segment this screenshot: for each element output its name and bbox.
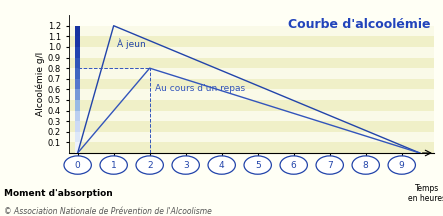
Bar — [75, 89, 80, 100]
Text: Courbe d'alcoolémie: Courbe d'alcoolémie — [288, 18, 431, 31]
Circle shape — [172, 156, 199, 174]
Bar — [75, 36, 80, 47]
Bar — [75, 142, 80, 153]
Bar — [69, 142, 434, 153]
Circle shape — [100, 156, 127, 174]
Text: 8: 8 — [363, 160, 369, 170]
Text: 7: 7 — [327, 160, 333, 170]
Text: 4: 4 — [219, 160, 225, 170]
Text: 3: 3 — [183, 160, 189, 170]
Text: 6: 6 — [291, 160, 296, 170]
Text: 0: 0 — [75, 160, 81, 170]
Text: 5: 5 — [255, 160, 260, 170]
Bar — [69, 68, 434, 79]
Circle shape — [352, 156, 379, 174]
Text: Moment d'absorption: Moment d'absorption — [4, 189, 113, 198]
Bar — [69, 111, 434, 121]
Bar — [69, 79, 434, 89]
Text: Au cours d’un repas: Au cours d’un repas — [155, 84, 245, 94]
Bar — [69, 47, 434, 57]
Circle shape — [244, 156, 272, 174]
Bar — [75, 121, 80, 132]
Text: © Association Nationale de Prévention de l'Alcoolisme: © Association Nationale de Prévention de… — [4, 207, 212, 216]
Bar — [69, 89, 434, 100]
Bar — [69, 57, 434, 68]
Bar — [75, 79, 80, 89]
Bar — [69, 121, 434, 132]
Text: 2: 2 — [147, 160, 152, 170]
Text: À jeun: À jeun — [117, 38, 146, 49]
Bar — [75, 26, 80, 36]
Bar — [69, 36, 434, 47]
Circle shape — [388, 156, 416, 174]
Circle shape — [64, 156, 91, 174]
Bar — [75, 100, 80, 111]
Bar — [75, 132, 80, 142]
Circle shape — [136, 156, 163, 174]
Circle shape — [280, 156, 307, 174]
Circle shape — [316, 156, 343, 174]
Bar — [75, 68, 80, 79]
Y-axis label: Alcoolémie g/l: Alcoolémie g/l — [35, 52, 45, 116]
Text: Temps
en heures: Temps en heures — [408, 184, 443, 203]
Bar — [69, 100, 434, 111]
Bar — [75, 47, 80, 57]
Bar — [75, 57, 80, 68]
Text: 1: 1 — [111, 160, 117, 170]
Text: 9: 9 — [399, 160, 404, 170]
Bar — [69, 132, 434, 142]
Circle shape — [208, 156, 235, 174]
Bar — [69, 26, 434, 36]
Bar — [75, 111, 80, 121]
